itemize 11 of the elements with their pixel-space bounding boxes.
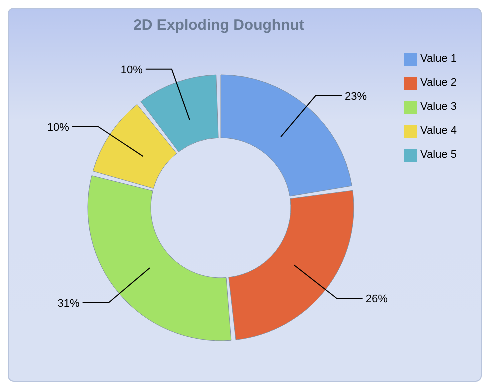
data-label: 10% [47,122,70,134]
chart-title: 2D Exploding Doughnut [132,17,306,34]
data-label: 10% [120,64,144,76]
legend-label: Value 3 [420,101,457,113]
data-label: 23% [344,90,368,103]
legend-label: Value 1 [420,53,457,65]
data-label: 26% [366,294,388,306]
legend-label: Value 5 [420,149,457,161]
legend-label: Value 2 [420,77,457,89]
data-label: 31% [58,298,80,310]
legend-label: Value 4 [420,125,457,137]
